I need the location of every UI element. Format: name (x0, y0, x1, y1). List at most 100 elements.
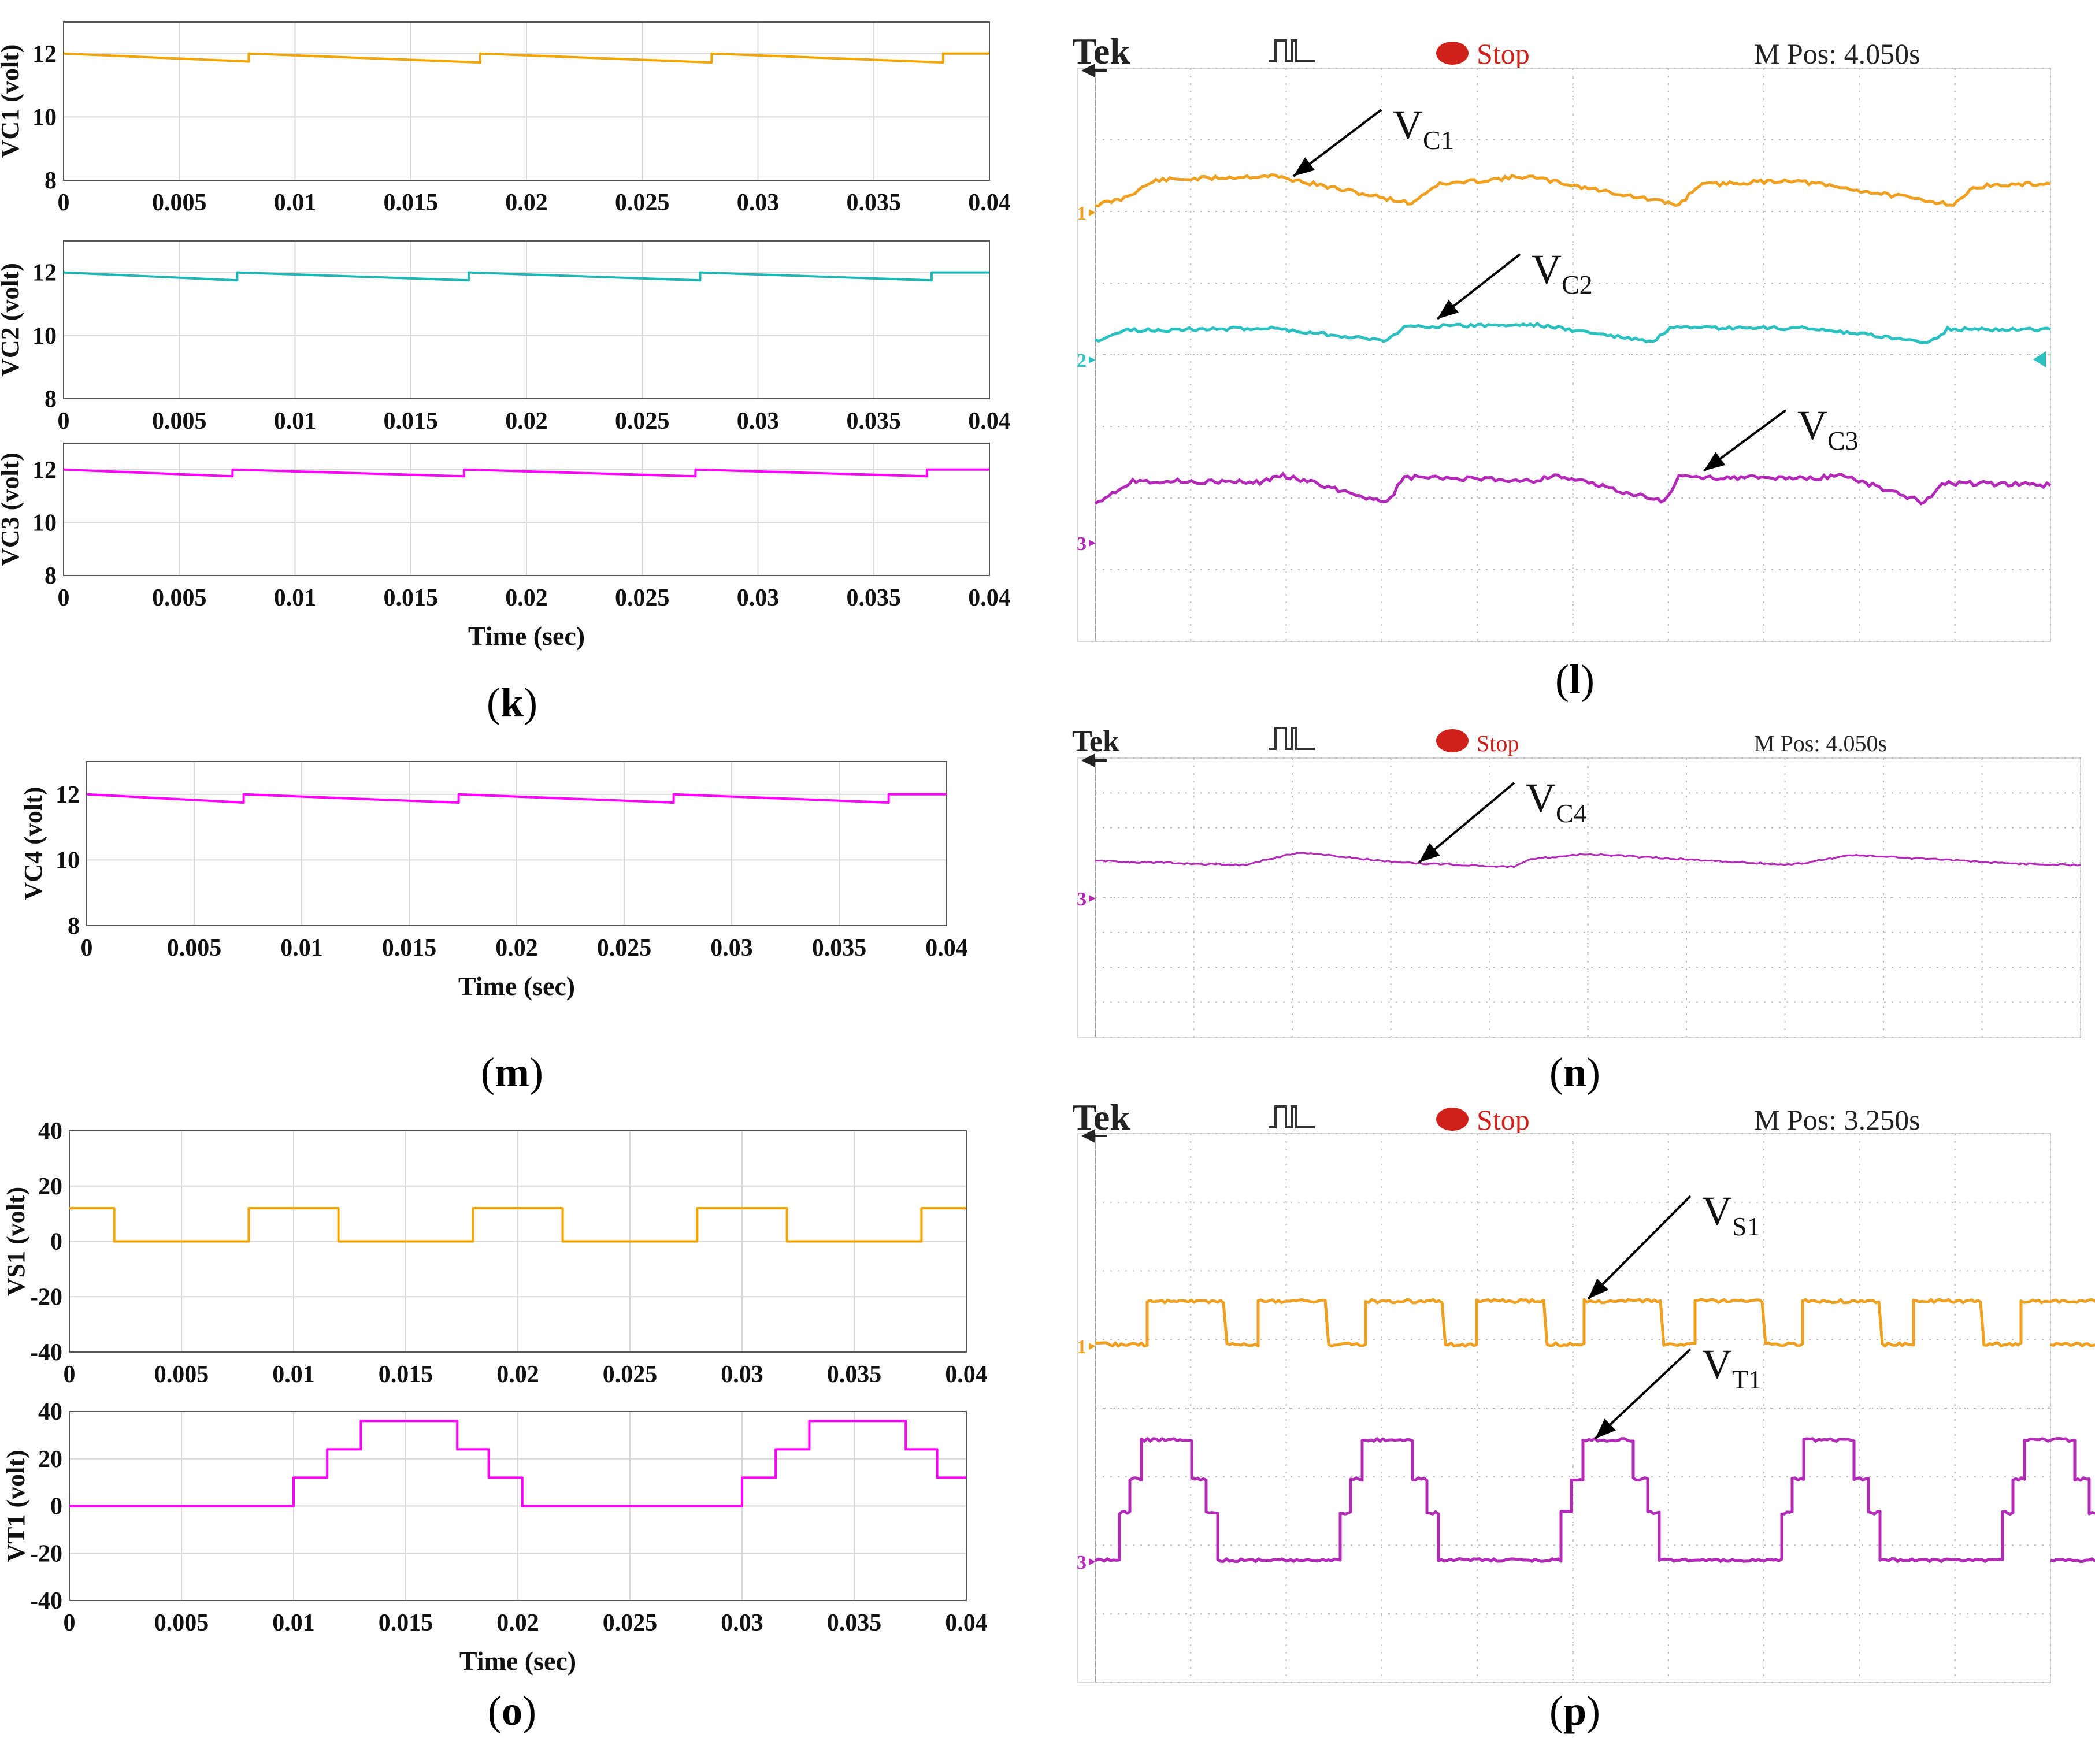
x-tick-label: 0.035 (812, 935, 867, 961)
x-tick-label: 0.025 (615, 585, 670, 611)
x-tick-label: 0.02 (505, 585, 548, 611)
x-tick-label: 0 (58, 585, 70, 611)
panel-paren-close: ) (522, 1688, 536, 1734)
panel-letter: o (502, 1688, 522, 1734)
subplot-vc2-volt-: 0 0.005 0.01 0.015 0.02 0.025 0.03 0.035 0.04 8 10… (0, 240, 1011, 434)
annotation-arrow-line (1587, 1195, 1692, 1300)
x-tick-label: 0.035 (847, 408, 902, 434)
y-tick-label: 8 (68, 913, 80, 939)
trigger-pulse-icon (1269, 1105, 1315, 1128)
annotation-main: V (1393, 102, 1423, 148)
panel-paren-close: ) (1586, 1049, 1600, 1095)
channel-marker: 3 (1077, 889, 1087, 910)
annotation-label: VS1 (1702, 1188, 1760, 1241)
x-tick-label: 0.025 (597, 935, 652, 961)
axes-frame (63, 21, 990, 181)
annotation-arrow-line (1594, 1348, 1692, 1440)
channel-marker-arrow-icon (1089, 209, 1096, 216)
horizontal-position: M Pos: 4.050s (1754, 730, 1887, 756)
channel-marker-arrow-icon (1089, 356, 1096, 363)
series-line-vc3-volt- (63, 468, 989, 478)
x-tick-label: 0.04 (968, 190, 1011, 216)
x-axis-label: Time (sec) (458, 971, 575, 1001)
horizontal-position: M Pos: 4.050s (1754, 38, 1920, 70)
subplot-vc1-volt-: 0 0.005 0.01 0.015 0.02 0.025 0.03 0.035 0.04 8 10… (0, 21, 1011, 216)
axes-frame (86, 761, 947, 926)
x-tick-label: 0.025 (615, 190, 670, 216)
y-tick-label: 40 (38, 1399, 62, 1425)
annotation-subscript: C3 (1827, 426, 1859, 455)
panel-paren-open: ( (487, 679, 500, 726)
series-line-vc2-volt- (63, 271, 989, 282)
x-tick-label: 0.04 (945, 1361, 988, 1388)
y-axis-label: VC4 (volt) (19, 787, 47, 901)
x-tick-label: 0.025 (615, 408, 670, 434)
channel-marker: 3 (1077, 533, 1087, 555)
axes-frame (63, 240, 990, 399)
x-tick-label: 0.005 (152, 408, 207, 434)
subplot-vs1-volt-: 0 0.005 0.01 0.015 0.02 0.025 0.03 0.035 0.04 -40… (2, 1118, 988, 1388)
x-tick-label: 0.01 (274, 408, 317, 434)
panel-paren-close: ) (524, 679, 537, 726)
y-tick-label: -40 (30, 1339, 62, 1366)
annotation-subscript: C4 (1556, 799, 1587, 828)
annotation-label: VT1 (1702, 1341, 1762, 1394)
x-tick-label: 0.04 (925, 935, 968, 961)
panel-letter: m (495, 1049, 529, 1095)
x-tick-label: 0.02 (496, 1361, 539, 1388)
y-axis-label: VS1 (volt) (2, 1187, 30, 1296)
y-axis-label: VC1 (volt) (0, 44, 24, 158)
panel-label: (p) (1549, 1688, 1600, 1734)
x-tick-label: 0 (64, 1361, 76, 1388)
x-tick-label: 0.015 (384, 190, 439, 216)
x-tick-label: 0.03 (721, 1361, 763, 1388)
channel-marker: 1 (1077, 1336, 1087, 1358)
x-tick-label: 0.005 (152, 190, 207, 216)
scope-brand: Tek (1072, 725, 1119, 758)
channel-marker-arrow-icon (1089, 1558, 1096, 1565)
x-tick-label: 0.03 (737, 585, 780, 611)
panel-paren-open: ( (1549, 1049, 1563, 1095)
acquisition-status: Stop (1477, 730, 1519, 756)
series-line-vs1-volt- (69, 1207, 966, 1243)
x-tick-label: 0.025 (603, 1361, 658, 1388)
annotation-main: V (1532, 246, 1562, 292)
y-tick-label: 12 (55, 782, 80, 808)
subplot-vc3-volt-: 0 0.005 0.01 0.015 0.02 0.025 0.03 0.035 0.04 8 10… (0, 443, 1011, 651)
annotation-subscript: C1 (1423, 125, 1454, 155)
stop-indicator-icon (1436, 729, 1469, 752)
y-tick-label: 12 (32, 41, 57, 68)
y-tick-label: 8 (45, 386, 57, 413)
subplot-vt1-volt-: 0 0.005 0.01 0.015 0.02 0.025 0.03 0.035 0.04 -40… (2, 1399, 988, 1676)
x-tick-label: 0.03 (737, 408, 780, 434)
y-tick-label: 12 (32, 457, 57, 484)
x-tick-label: 0.04 (968, 585, 1011, 611)
y-axis-label: VT1 (volt) (2, 1450, 30, 1562)
x-tick-label: 0.03 (710, 935, 753, 961)
trigger-position-arrow-icon (1081, 1129, 1095, 1143)
y-axis-label: VC3 (volt) (0, 452, 24, 566)
panel-paren-close: ) (1581, 656, 1595, 703)
y-tick-label: 10 (55, 847, 80, 874)
scope-brand: Tek (1072, 1097, 1130, 1138)
annotation-subscript: C2 (1562, 270, 1593, 299)
series-line-vt1-volt- (69, 1420, 966, 1507)
x-tick-label: 0.01 (274, 585, 317, 611)
annotation-label: VC2 (1532, 246, 1593, 299)
annotation-main: V (1526, 775, 1556, 821)
y-tick-label: 20 (38, 1173, 62, 1200)
stop-indicator-icon (1436, 1108, 1469, 1131)
scope-screen-frame (1077, 757, 2081, 1038)
annotation-subscript: T1 (1732, 1365, 1762, 1394)
annotation-arrowhead-icon (1588, 1278, 1609, 1299)
panel-paren-open: ( (481, 1049, 495, 1095)
x-tick-label: 0.04 (945, 1610, 988, 1636)
trace-vc2 (1095, 321, 2051, 345)
y-tick-label: 10 (32, 104, 57, 131)
trigger-pulse-icon (1269, 727, 1315, 750)
axes-frame (63, 443, 990, 576)
annotation-arrowhead-icon (1419, 843, 1440, 863)
annotation-arrowhead-icon (1293, 157, 1315, 176)
x-tick-label: 0.005 (154, 1361, 209, 1388)
